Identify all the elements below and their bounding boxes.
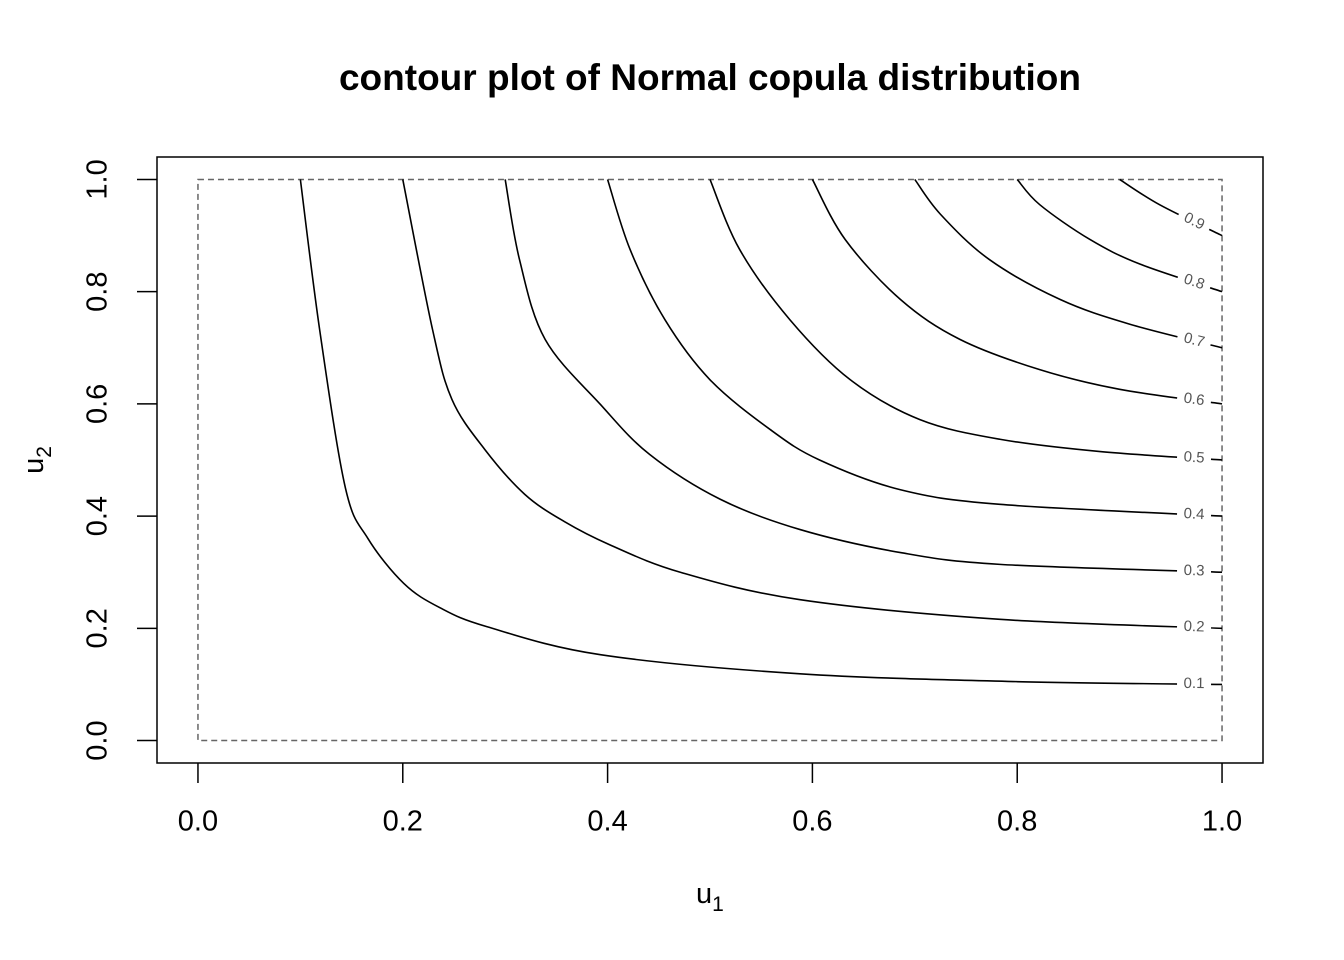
x-tick-label: 0.0 (178, 806, 218, 838)
contour-line (709, 179, 1223, 461)
x-label-sub: 1 (712, 893, 724, 916)
contour-label: 0.5 (1183, 448, 1205, 466)
x-axis-label: u1 (696, 878, 724, 916)
contour-label-group: 0.7 (1175, 327, 1213, 354)
x-tick-label: 0.8 (997, 806, 1037, 838)
contour-label-group: 0.4 (1176, 504, 1212, 525)
y-label-sub: 2 (33, 446, 56, 458)
chart-title: contour plot of Normal copula distributi… (339, 57, 1081, 98)
contour-line (811, 179, 1223, 405)
y-tick-label: 0.4 (82, 496, 114, 536)
contour-label-bg (1175, 388, 1213, 412)
y-tick-label: 0.8 (82, 272, 114, 312)
x-tick-label: 0.2 (383, 806, 423, 838)
contour-label: 0.6 (1183, 389, 1206, 409)
contour-label: 0.8 (1182, 270, 1207, 293)
contour-label-group: 0.2 (1176, 617, 1212, 637)
contour-label-bg (1176, 617, 1212, 637)
contour-label-bg (1175, 327, 1213, 354)
contour-label-group: 0.9 (1174, 206, 1214, 238)
contour-label-group: 0.1 (1176, 674, 1212, 694)
contour-label: 0.3 (1183, 562, 1204, 580)
x-label-text: u (696, 878, 712, 910)
y-tick-label: 0.2 (82, 608, 114, 648)
contour-label-bg (1174, 206, 1214, 238)
y-tick-label: 0.6 (82, 384, 114, 424)
contour-label-bg (1176, 504, 1212, 525)
x-tick-label: 0.6 (792, 806, 832, 838)
contour-line (299, 179, 1223, 686)
contour-label: 0.4 (1183, 505, 1205, 523)
y-tick-label: 1.0 (82, 159, 114, 199)
y-axis-label: u2 (18, 446, 56, 474)
contour-line (914, 178, 1223, 349)
y-label-text: u (18, 458, 50, 474)
contour-label-group: 0.6 (1175, 388, 1213, 412)
contour-label-group: 0.8 (1175, 268, 1214, 297)
contour-line (606, 179, 1223, 517)
x-tick-label: 0.4 (587, 806, 627, 838)
contour-label-bg (1176, 561, 1212, 581)
contour-label-bg (1176, 447, 1212, 469)
contour-label: 0.7 (1182, 329, 1206, 351)
contour-label-bg (1176, 674, 1212, 694)
contour-label-group: 0.5 (1176, 447, 1212, 469)
contour-label-bg (1175, 268, 1214, 297)
x-tick-label: 1.0 (1202, 806, 1242, 838)
contour-line (1016, 178, 1223, 293)
contour-label: 0.2 (1183, 618, 1205, 636)
contour-line (401, 179, 1223, 630)
y-tick-label: 0.0 (82, 720, 114, 760)
contour-label: 0.1 (1183, 675, 1204, 692)
plot-frame (156, 156, 1264, 764)
contour-line (504, 179, 1223, 574)
domain-box (197, 178, 1223, 742)
contour-label-group: 0.3 (1176, 561, 1212, 581)
